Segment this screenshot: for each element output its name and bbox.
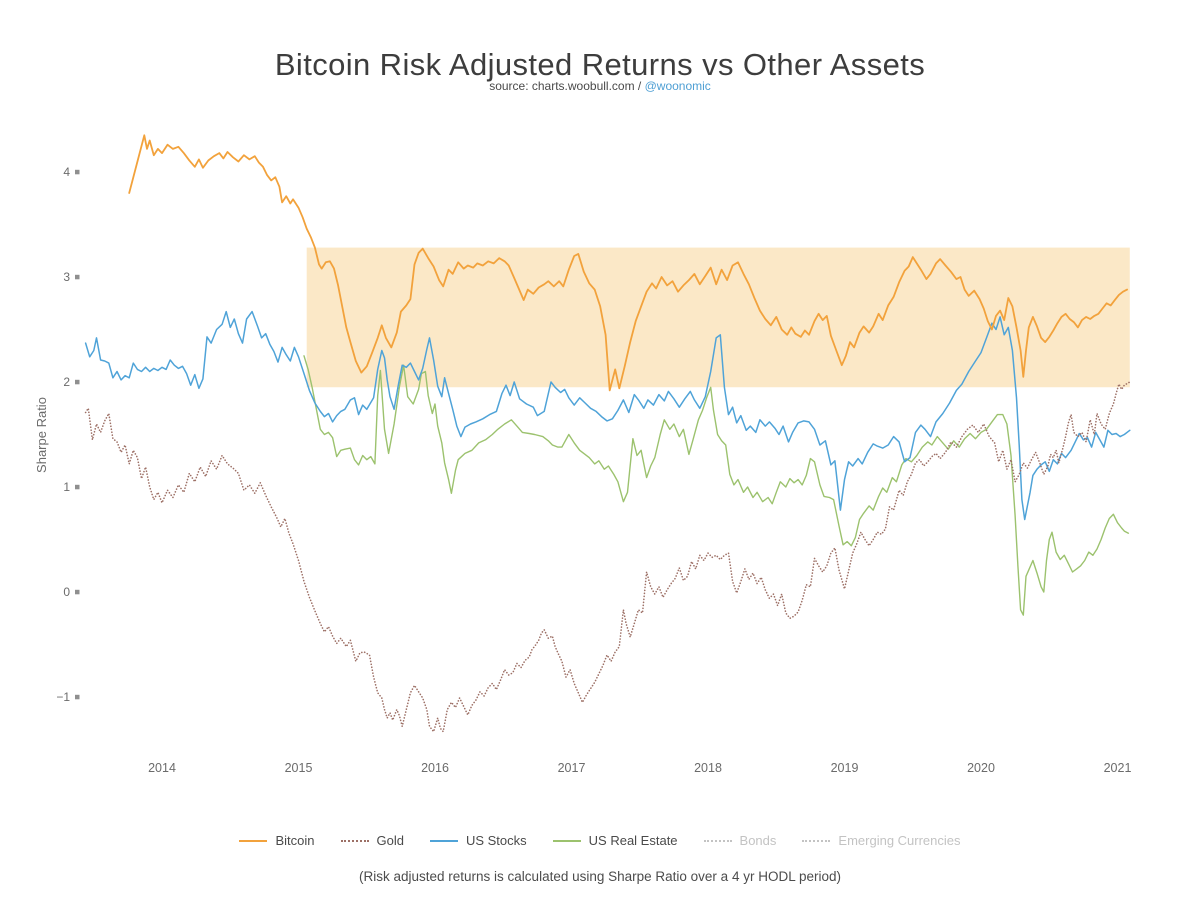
legend-label-gold: Gold (376, 833, 404, 848)
y-tick-marker-3 (75, 274, 80, 280)
x-tick-label-2015: 2015 (285, 761, 313, 775)
y-tick-marker-4 (75, 169, 80, 175)
chart-caption: (Risk adjusted returns is calculated usi… (359, 869, 841, 884)
x-tick-label-2019: 2019 (831, 761, 859, 775)
y-tick-label-0: 0 (63, 585, 70, 599)
legend-label-us-stocks: US Stocks (465, 833, 527, 848)
series-line-us-real-estate (303, 355, 1130, 616)
series-line-us-stocks (84, 310, 1131, 521)
y-tick-marker-2 (75, 379, 80, 385)
legend-item-us-real-estate[interactable]: US Real Estate (552, 833, 678, 848)
x-tick-label-2016: 2016 (421, 761, 449, 775)
legend-item-gold[interactable]: Gold (340, 833, 404, 848)
legend-swatch-us-stocks (429, 839, 458, 842)
legend-swatch-us-real-estate (552, 839, 581, 842)
legend-label-bonds: Bonds (739, 833, 777, 848)
page-title: Bitcoin Risk Adjusted Returns vs Other A… (274, 46, 926, 82)
source-link[interactable]: @woonomic (644, 79, 711, 93)
x-tick-label-2021: 2021 (1104, 761, 1132, 775)
chart-legend: Bitcoin Gold US Stocks US Real Estate Bonds E… (0, 833, 1200, 848)
y-tick-marker-1 (75, 484, 80, 490)
y-tick-marker-0 (75, 589, 80, 595)
legend-item-emerging-currencies[interactable]: Emerging Currencies (802, 833, 961, 848)
y-axis-title: Sharpe Ratio (34, 397, 49, 473)
legend-label-emerging-currencies: Emerging Currencies (838, 833, 961, 848)
series-line-gold (84, 381, 1131, 733)
y-tick-label--1: −1 (56, 690, 70, 704)
legend-label-us-real-estate: US Real Estate (588, 833, 678, 848)
legend-swatch-bonds (703, 839, 732, 842)
legend-swatch-bitcoin (239, 839, 268, 842)
source-text: source: charts.woobull.com / (489, 79, 645, 93)
legend-swatch-gold (340, 839, 369, 842)
y-tick-label-2: 2 (63, 375, 70, 389)
series-line-bitcoin (128, 134, 1128, 392)
y-tick-label-4: 4 (63, 165, 70, 179)
legend-label-bitcoin: Bitcoin (275, 833, 315, 848)
legend-item-us-stocks[interactable]: US Stocks (429, 833, 527, 848)
x-tick-label-2018: 2018 (694, 761, 722, 775)
highlight-band (306, 247, 1130, 388)
y-tick-label-1: 1 (63, 480, 70, 494)
legend-swatch-emerging-currencies (802, 839, 831, 842)
y-tick-label-3: 3 (63, 270, 70, 284)
x-tick-label-2020: 2020 (967, 761, 995, 775)
legend-item-bitcoin[interactable]: Bitcoin (239, 833, 315, 848)
x-tick-label-2017: 2017 (558, 761, 586, 775)
x-tick-label-2014: 2014 (148, 761, 176, 775)
source-line: source: charts.woobull.com / @woonomic (0, 79, 1200, 93)
legend-item-bonds[interactable]: Bonds (703, 833, 777, 848)
y-tick-marker--1 (75, 694, 80, 700)
